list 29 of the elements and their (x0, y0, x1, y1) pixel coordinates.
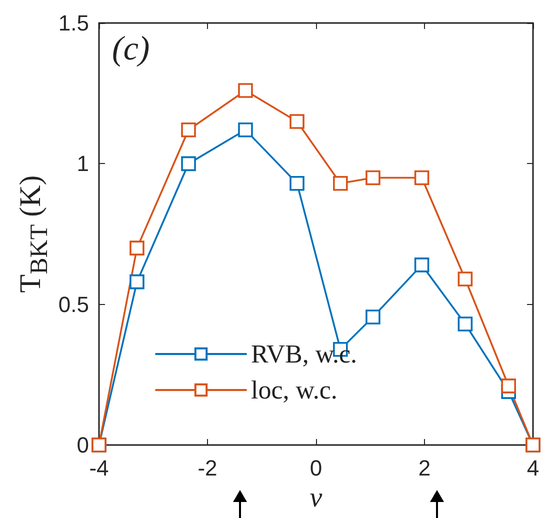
point (366, 170, 380, 186)
y-tick-label: 1.5 (58, 10, 89, 36)
point (458, 316, 473, 332)
point (181, 156, 196, 172)
annotation: (c) (112, 30, 150, 68)
point (290, 114, 304, 129)
y-tick-label: 0 (76, 432, 89, 458)
point (366, 310, 380, 324)
x-axis-title: ν (310, 482, 323, 514)
point (501, 378, 516, 394)
point (458, 272, 473, 286)
point (238, 122, 253, 138)
y-tick-label: 1 (76, 151, 89, 176)
x-tick-label: 0 (310, 456, 322, 480)
legend-label: loc, w.c. (251, 376, 338, 404)
point (181, 122, 196, 138)
x-tick-label: 4 (526, 456, 540, 480)
point (414, 258, 430, 272)
x-tick-label: -4 (89, 456, 109, 480)
legend-label: RVB, w.c. (251, 340, 358, 368)
x-tick-label: -2 (198, 456, 218, 480)
point (290, 176, 304, 191)
x-tick-label: 2 (418, 456, 431, 480)
point (130, 240, 144, 256)
y-tick-label: 0.5 (58, 292, 89, 317)
point (238, 83, 253, 98)
point (333, 176, 348, 191)
point (414, 170, 430, 186)
point (130, 274, 144, 290)
